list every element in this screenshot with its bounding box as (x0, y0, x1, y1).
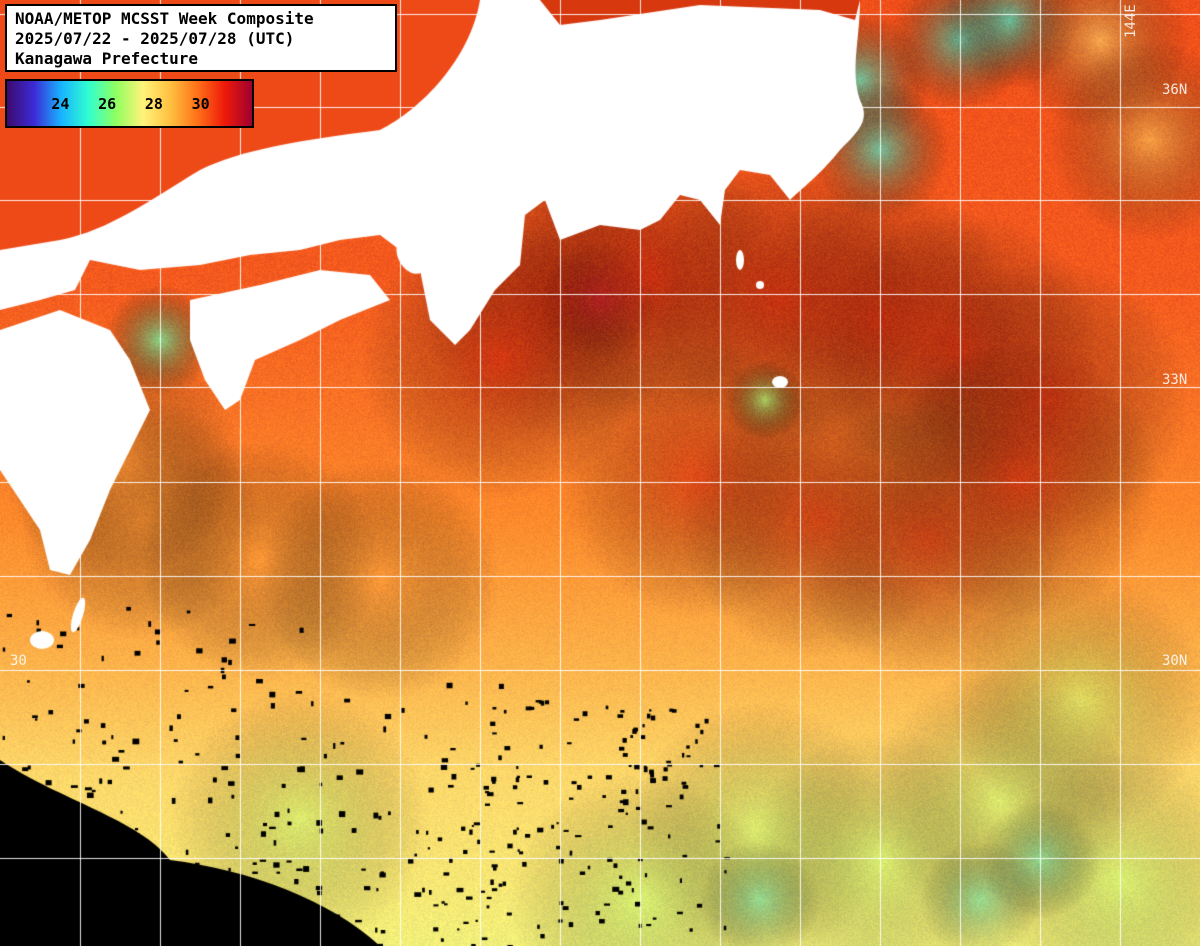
lat-label-36n: 36N (1162, 82, 1188, 98)
title-box: NOAA/METOP MCSST Week Composite 2025/07/… (5, 4, 397, 72)
colorbar-label-26: 26 (98, 94, 117, 113)
temperature-colorbar: 24 26 28 30 (5, 79, 254, 128)
title-product: NOAA/METOP MCSST Week Composite (15, 9, 314, 28)
title-date-range: 2025/07/22 - 2025/07/28 (UTC) (15, 29, 295, 48)
lon-label-136e: 136E (483, 12, 499, 46)
title-region: Kanagawa Prefecture (15, 49, 199, 68)
lon-label-144e: 144E (1123, 4, 1139, 38)
lat-label-30-left: 30 (10, 653, 27, 669)
lat-label-33n: 33N (1162, 372, 1188, 388)
lat-label-33-left: 33 (6, 372, 23, 388)
lat-label-30n: 30N (1162, 653, 1188, 669)
colorbar-label-24: 24 (51, 94, 70, 113)
colorbar-label-30: 30 (191, 94, 210, 113)
colorbar-label-28: 28 (144, 94, 163, 113)
